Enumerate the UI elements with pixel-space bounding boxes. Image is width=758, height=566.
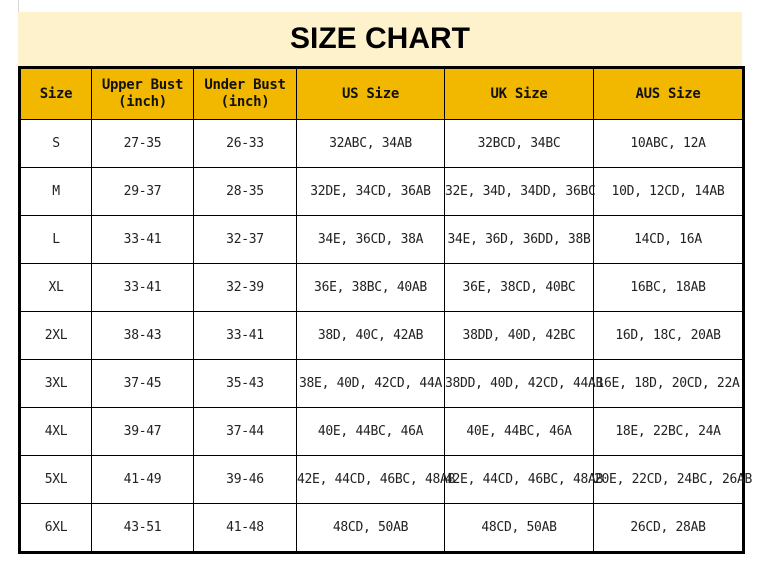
column-header: UK Size bbox=[444, 67, 594, 120]
table-cell: 14CD, 16A bbox=[593, 215, 744, 264]
table-cell: 10ABC, 12A bbox=[593, 119, 744, 168]
table-cell: 38DD, 40D, 42BC bbox=[444, 311, 594, 360]
table-cell: 20E, 22CD, 24BC, 26AB bbox=[593, 455, 752, 504]
table-cell: 32DE, 34CD, 36AB bbox=[296, 167, 445, 216]
table-cell: 26CD, 28AB bbox=[593, 503, 744, 553]
table-row: M 29-37 28-35 32DE, 34CD, 36AB 32E, 34D, 34D… bbox=[19, 167, 744, 216]
table-cell: 36E, 38CD, 40BC bbox=[444, 263, 594, 312]
table-cell: 36E, 38BC, 40AB bbox=[296, 263, 445, 312]
table-cell: 28-35 bbox=[193, 167, 297, 216]
table-cell: 33-41 bbox=[91, 263, 194, 312]
table-cell: 39-47 bbox=[91, 407, 194, 456]
table-cell: 29-37 bbox=[91, 167, 194, 216]
table-cell: 38E, 40D, 42CD, 44A bbox=[296, 359, 445, 408]
table-cell: 32ABC, 34AB bbox=[296, 119, 445, 168]
column-header: Under Bust (inch) bbox=[193, 67, 297, 120]
table-cell: 41-49 bbox=[91, 455, 194, 504]
table-cell: 32-37 bbox=[193, 215, 297, 264]
table-row: 3XL 37-45 35-43 38E, 40D, 42CD, 44A 38DD, 40… bbox=[19, 359, 744, 408]
table-cell: 39-46 bbox=[193, 455, 297, 504]
table-row: XL 33-41 32-39 36E, 38BC, 40AB 36E, 38CD, 40… bbox=[19, 263, 744, 312]
table-cell: 27-35 bbox=[91, 119, 194, 168]
column-header: Upper Bust (inch) bbox=[91, 67, 194, 120]
table-cell: 16E, 18D, 20CD, 22A bbox=[593, 359, 744, 408]
table-cell: L bbox=[19, 215, 92, 264]
header-row: Size Upper Bust (inch) Under Bust (inch) US… bbox=[19, 67, 744, 120]
column-header: AUS Size bbox=[593, 67, 744, 120]
table-cell: 32BCD, 34BC bbox=[444, 119, 594, 168]
column-header: Size bbox=[19, 67, 92, 120]
table-cell: 40E, 44BC, 46A bbox=[296, 407, 445, 456]
table-cell: 38-43 bbox=[91, 311, 194, 360]
table-cell: 37-45 bbox=[91, 359, 194, 408]
table-row: 2XL 38-43 33-41 38D, 40C, 42AB 38DD, 40D, 42… bbox=[19, 311, 744, 360]
table-cell: 34E, 36CD, 38A bbox=[296, 215, 445, 264]
table-cell: 32E, 34D, 34DD, 36BC bbox=[444, 167, 596, 216]
table-cell: 42E, 44CD, 46BC, 48AB bbox=[444, 455, 603, 504]
table-cell: 43-51 bbox=[91, 503, 194, 553]
table-row: 4XL 39-47 37-44 40E, 44BC, 46A 40E, 44BC, 46… bbox=[19, 407, 744, 456]
column-header: US Size bbox=[296, 67, 445, 120]
table-cell: 18E, 22BC, 24A bbox=[593, 407, 744, 456]
table-cell: 40E, 44BC, 46A bbox=[444, 407, 594, 456]
table-cell: 10D, 12CD, 14AB bbox=[593, 167, 744, 216]
table-cell: 38DD, 40D, 42CD, 44AB bbox=[444, 359, 603, 408]
table-cell: 6XL bbox=[19, 503, 92, 553]
page-edge bbox=[18, 0, 19, 12]
table-cell: 34E, 36D, 36DD, 38B bbox=[444, 215, 594, 264]
table-cell: 5XL bbox=[19, 455, 92, 504]
table-cell: 42E, 44CD, 46BC, 48AB bbox=[296, 455, 455, 504]
table-cell: 16BC, 18AB bbox=[593, 263, 744, 312]
table-cell: 2XL bbox=[19, 311, 92, 360]
table-row: 5XL 41-49 39-46 42E, 44CD, 46BC, 48AB 42E, 4… bbox=[19, 455, 752, 504]
table-cell: S bbox=[19, 119, 92, 168]
table-cell: 16D, 18C, 20AB bbox=[593, 311, 744, 360]
table-cell: 26-33 bbox=[193, 119, 297, 168]
table-row: 6XL 43-51 41-48 48CD, 50AB 48CD, 50AB 26CD, 2… bbox=[19, 503, 744, 553]
table-cell: 3XL bbox=[19, 359, 92, 408]
table-cell: 48CD, 50AB bbox=[296, 503, 445, 553]
chart-title: SIZE CHART bbox=[18, 12, 742, 66]
table-cell: 33-41 bbox=[91, 215, 194, 264]
table-row: S 27-35 26-33 32ABC, 34AB 32BCD, 34BC 10ABC, … bbox=[19, 119, 744, 168]
table-row: L 33-41 32-37 34E, 36CD, 38A 34E, 36D, 36DD,… bbox=[19, 215, 744, 264]
table-cell: XL bbox=[19, 263, 92, 312]
table-cell: 37-44 bbox=[193, 407, 297, 456]
table-cell: 32-39 bbox=[193, 263, 297, 312]
size-chart-table: Size Upper Bust (inch) Under Bust (inch) US… bbox=[18, 66, 752, 554]
table-cell: 41-48 bbox=[193, 503, 297, 553]
table-cell: 33-41 bbox=[193, 311, 297, 360]
table-cell: 35-43 bbox=[193, 359, 297, 408]
table-cell: 38D, 40C, 42AB bbox=[296, 311, 445, 360]
table-cell: 4XL bbox=[19, 407, 92, 456]
table-cell: 48CD, 50AB bbox=[444, 503, 594, 553]
table-cell: M bbox=[19, 167, 92, 216]
